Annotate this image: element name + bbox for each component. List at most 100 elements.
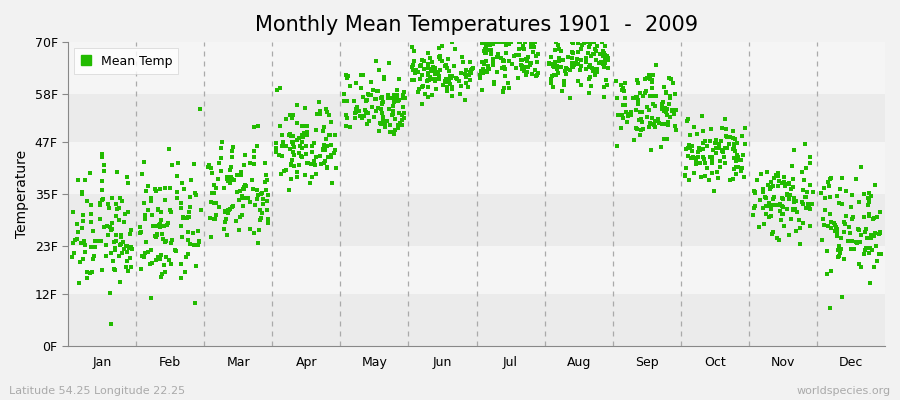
Point xyxy=(144,198,158,204)
Point xyxy=(490,54,504,60)
Point xyxy=(76,256,90,262)
Point xyxy=(448,75,463,81)
Point xyxy=(140,183,155,189)
Point xyxy=(181,250,195,257)
Point xyxy=(114,232,129,238)
Point xyxy=(273,85,287,92)
Point xyxy=(149,257,164,264)
Point xyxy=(478,43,492,49)
Point xyxy=(220,231,235,238)
Point xyxy=(222,174,237,180)
Point xyxy=(490,39,504,45)
Point xyxy=(153,186,167,192)
Point xyxy=(152,222,166,229)
Point xyxy=(753,197,768,204)
Point xyxy=(688,161,703,167)
Point xyxy=(201,164,215,170)
Point xyxy=(494,55,508,61)
Point xyxy=(821,179,835,185)
Point xyxy=(322,131,337,138)
Point xyxy=(748,203,762,209)
Point xyxy=(256,196,270,202)
Point xyxy=(371,105,385,111)
Point xyxy=(144,295,158,301)
Point xyxy=(832,200,846,206)
Point xyxy=(407,77,421,84)
Point xyxy=(421,77,436,83)
Point xyxy=(661,122,675,128)
Point xyxy=(521,54,535,61)
Point xyxy=(682,177,697,183)
Point xyxy=(696,153,710,160)
Point xyxy=(817,222,832,228)
Point xyxy=(421,50,436,56)
Point xyxy=(501,84,516,91)
Point xyxy=(511,75,526,82)
Point xyxy=(394,112,409,119)
Point xyxy=(385,95,400,101)
Point xyxy=(587,39,601,45)
Point xyxy=(286,144,301,150)
Point xyxy=(610,143,625,150)
Point xyxy=(269,145,284,151)
Point xyxy=(417,58,431,64)
Point xyxy=(734,133,749,139)
Point xyxy=(170,160,184,166)
Point xyxy=(528,67,543,74)
Point xyxy=(862,197,877,204)
Point xyxy=(225,176,239,182)
Point xyxy=(110,169,124,176)
Point xyxy=(82,270,96,276)
Point xyxy=(669,106,683,113)
Point xyxy=(771,172,786,179)
Point xyxy=(634,116,648,122)
Point xyxy=(99,223,113,230)
Point xyxy=(815,216,830,222)
Point xyxy=(441,68,455,74)
Point xyxy=(831,229,845,236)
Point xyxy=(698,172,712,179)
Bar xyxy=(68,246,885,294)
Point xyxy=(224,174,238,180)
Point xyxy=(524,43,538,50)
Point xyxy=(458,96,473,103)
Point xyxy=(237,162,251,168)
Point xyxy=(688,154,702,161)
Point xyxy=(688,158,703,164)
Point xyxy=(295,133,310,140)
Point xyxy=(272,152,286,158)
Point xyxy=(831,247,845,254)
Point xyxy=(481,47,495,54)
Point xyxy=(770,202,785,208)
Point xyxy=(480,69,494,75)
Point xyxy=(624,112,638,118)
Point xyxy=(137,158,151,165)
Point xyxy=(217,226,231,232)
Point xyxy=(859,226,873,233)
Point xyxy=(388,95,402,102)
Point xyxy=(518,39,533,45)
Point xyxy=(617,79,632,86)
Point xyxy=(834,200,849,207)
Point xyxy=(579,66,593,72)
Point xyxy=(420,72,435,78)
Point xyxy=(628,94,643,100)
Point xyxy=(524,40,538,46)
Point xyxy=(761,182,776,188)
Point xyxy=(423,76,437,82)
Point xyxy=(439,84,454,90)
Point xyxy=(214,138,229,145)
Point xyxy=(324,119,338,125)
Point xyxy=(511,39,526,45)
Point xyxy=(234,169,248,176)
Point xyxy=(867,215,881,222)
Point xyxy=(458,70,473,77)
Point xyxy=(756,189,770,195)
Point xyxy=(189,192,203,198)
Point xyxy=(626,136,641,143)
Point xyxy=(789,198,804,204)
Point xyxy=(423,54,437,61)
Point xyxy=(298,172,312,178)
Point xyxy=(486,58,500,65)
Point xyxy=(320,143,335,150)
